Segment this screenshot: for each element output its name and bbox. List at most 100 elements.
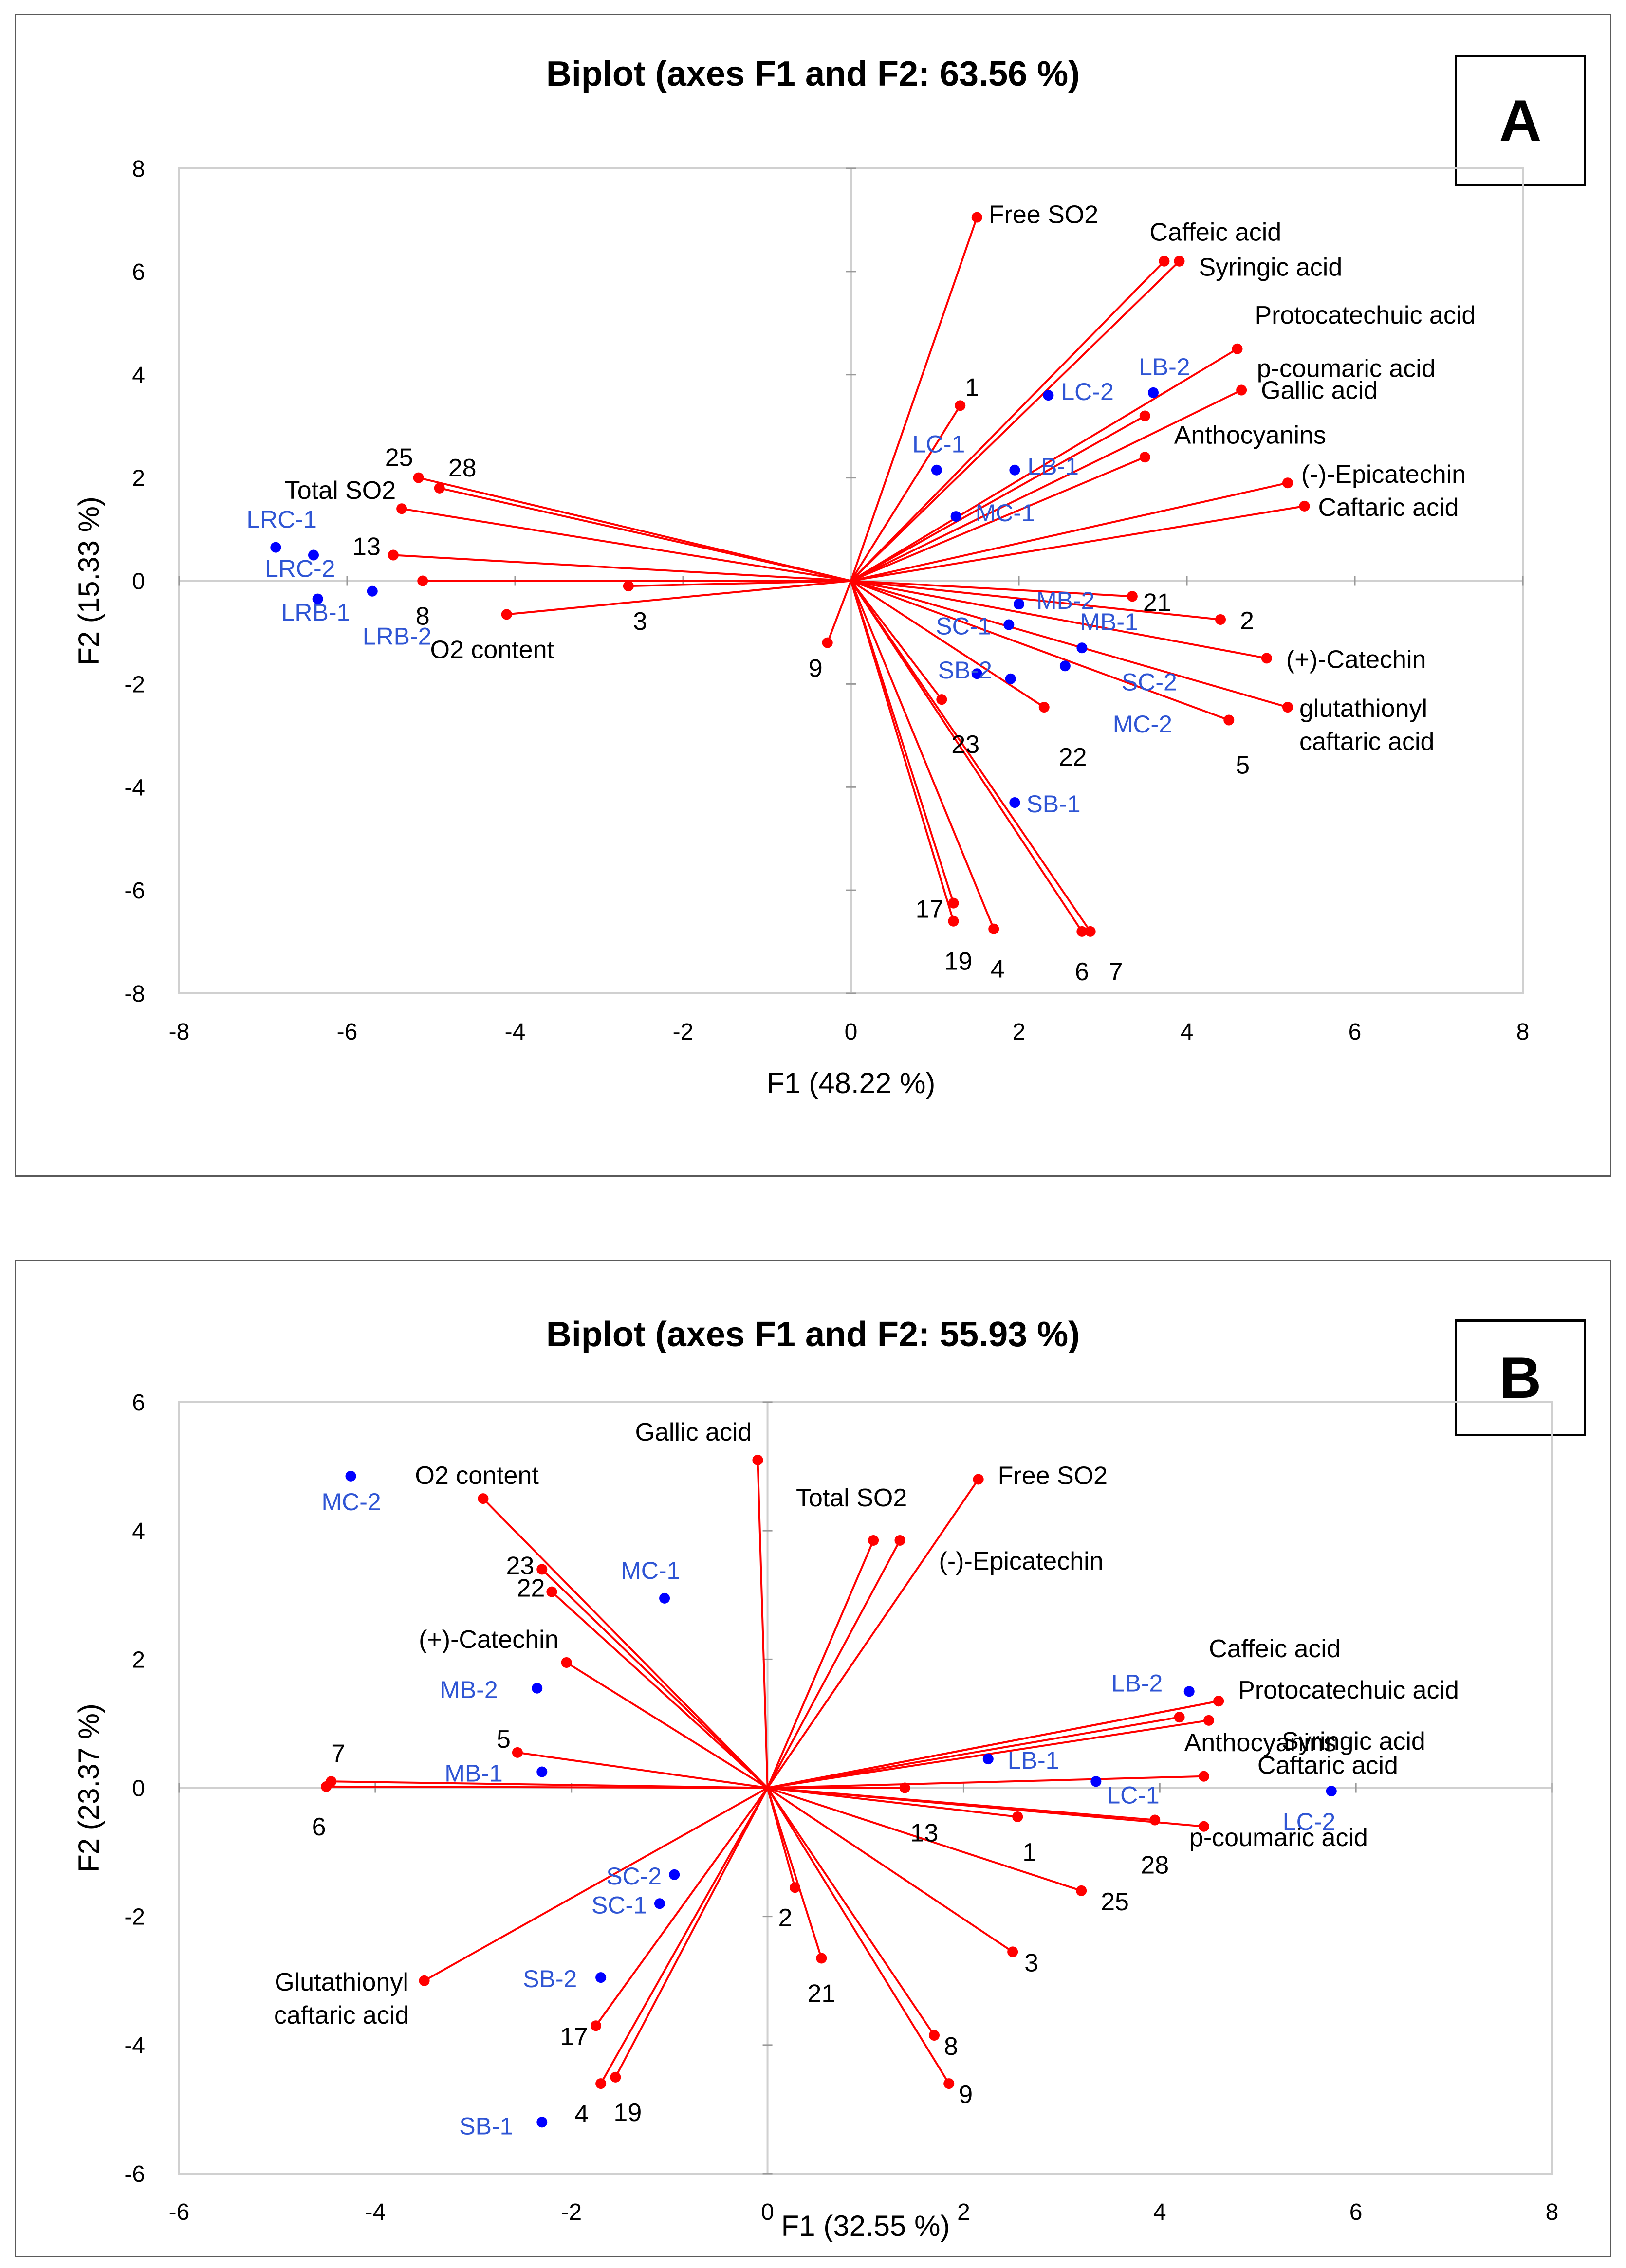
variable-label: O2 content — [415, 1462, 539, 1490]
variable-label-line: glutathionyl — [1299, 695, 1427, 723]
observation-point — [345, 1470, 356, 1482]
observation-label: SB-2 — [938, 657, 992, 684]
variable-vector — [767, 1787, 1018, 1818]
variable-point — [1174, 256, 1185, 267]
y-tick-label: 6 — [132, 1390, 145, 1416]
variable-point — [1038, 702, 1050, 713]
variable-label: Total SO2 — [796, 1484, 907, 1512]
observation-point — [669, 1869, 680, 1880]
variable-label: O2 content — [430, 636, 554, 664]
variable-vector — [850, 580, 1091, 933]
variable-label: Protocatechuic acid — [1255, 301, 1476, 329]
biplot-panel-b: Biplot (axes F1 and F2: 55.93 %) B -6 -4-… — [15, 1260, 1611, 2257]
variable-vector — [439, 487, 851, 582]
y-tick-label: 8 — [132, 156, 145, 182]
observation-point — [1005, 673, 1016, 684]
observation-label: LRC-2 — [265, 555, 335, 583]
variable-point — [623, 581, 634, 592]
variable-vector — [766, 1540, 901, 1789]
variable-vector — [541, 1568, 768, 1789]
variable-point — [973, 1474, 984, 1485]
observation-label: MC-2 — [1113, 711, 1172, 738]
observation-label: MB-1 — [1080, 608, 1138, 636]
variable-label: 2 — [778, 1904, 793, 1932]
y-axis-label: F2 (15.33 %) — [73, 496, 105, 665]
variable-vector — [766, 1787, 935, 2036]
variable-vector — [850, 580, 1045, 708]
variable-point — [1198, 1771, 1209, 1782]
variable-point — [971, 212, 982, 223]
chart-title-a: Biplot (axes F1 and F2: 63.56 %) — [546, 55, 1080, 93]
variable-vector — [566, 1662, 768, 1789]
variable-point — [1085, 926, 1096, 937]
variable-label: 4 — [574, 2100, 589, 2128]
variable-vector — [767, 1787, 1204, 1828]
variable-point — [512, 1747, 523, 1758]
y-tick-label: -6 — [124, 2161, 145, 2187]
variable-point — [1139, 452, 1150, 463]
variable-point — [1076, 926, 1088, 937]
variable-label-line: Glutathionyl — [275, 1968, 408, 1996]
variable-label: 23 — [951, 731, 979, 759]
variable-label: Gallic acid — [635, 1418, 752, 1446]
observation-point — [536, 2117, 548, 2128]
variable-label: 28 — [448, 454, 477, 482]
variable-vector — [595, 1787, 769, 2027]
variable-vector — [517, 1751, 768, 1789]
variable-vector — [850, 389, 1242, 582]
variable-point — [1149, 1814, 1161, 1826]
observation-label: LRC-1 — [246, 506, 316, 533]
observation-point — [971, 668, 982, 679]
variable-label: Caffeic acid — [1149, 219, 1281, 247]
variable-label: 13 — [352, 533, 381, 561]
observation-point — [1090, 1776, 1102, 1787]
variable-label: 13 — [910, 1819, 939, 1847]
variable-point — [536, 1564, 548, 1575]
variable-label: 21 — [807, 1980, 835, 2008]
y-tick-label: 2 — [132, 1647, 145, 1673]
variable-vector — [757, 1460, 769, 1788]
variable-label: 3 — [633, 607, 647, 636]
observation-label: LB-2 — [1111, 1669, 1163, 1697]
observation-label: LB-1 — [1008, 1747, 1059, 1774]
variable-point — [1282, 477, 1293, 489]
y-tick-label: -4 — [124, 2033, 145, 2059]
variable-point — [1282, 702, 1293, 713]
variable-vector — [600, 1787, 769, 2085]
observation-point — [982, 1754, 994, 1765]
y-tick-label: -8 — [124, 981, 145, 1007]
variable-vector — [850, 348, 1238, 582]
variable-vector — [850, 580, 1267, 659]
x-tick-label: -4 — [365, 2199, 386, 2225]
observation-label: LC-1 — [912, 431, 965, 458]
observation-label: SC-1 — [936, 613, 991, 640]
variable-vector — [766, 1540, 874, 1789]
variable-label: (+)-Catechin — [1286, 645, 1426, 674]
observation-label: MC-1 — [976, 499, 1035, 527]
variable-label: 9 — [959, 2081, 973, 2109]
y-tick-label: 0 — [132, 1776, 145, 1802]
variable-vector — [393, 554, 851, 582]
variable-point — [561, 1657, 572, 1668]
observation-point — [1183, 1686, 1195, 1697]
variable-label-line: caftaric acid — [274, 2001, 409, 2030]
observation-point — [1009, 464, 1020, 476]
variable-label: 5 — [497, 1725, 511, 1754]
variable-label: 7 — [1109, 958, 1123, 986]
observation-point — [1076, 642, 1088, 654]
variable-label-line: caftaric acid — [1299, 728, 1434, 756]
observation-point — [950, 511, 961, 522]
variable-point — [948, 897, 959, 909]
variable-label: 19 — [613, 2099, 642, 2127]
variable-point — [899, 1782, 910, 1793]
variable-label: Caftaric acid — [1257, 1752, 1398, 1780]
variable-vector — [850, 580, 942, 700]
variable-label: 5 — [1236, 751, 1250, 780]
observation-label: SC-1 — [591, 1891, 647, 1919]
observation-point — [1014, 599, 1024, 610]
variable-point — [948, 915, 959, 927]
y-tick-label: -2 — [124, 672, 145, 697]
biplot-chart-b: -6 -4 -2 0 2 4 6 8 -6 -4 -2 0 2 4 6 F1 (32.55 %) F2 (23.… — [73, 1390, 1558, 2242]
variable-point — [1007, 1946, 1018, 1957]
variable-label: Glutathionyl caftaric acid — [274, 1968, 409, 2030]
